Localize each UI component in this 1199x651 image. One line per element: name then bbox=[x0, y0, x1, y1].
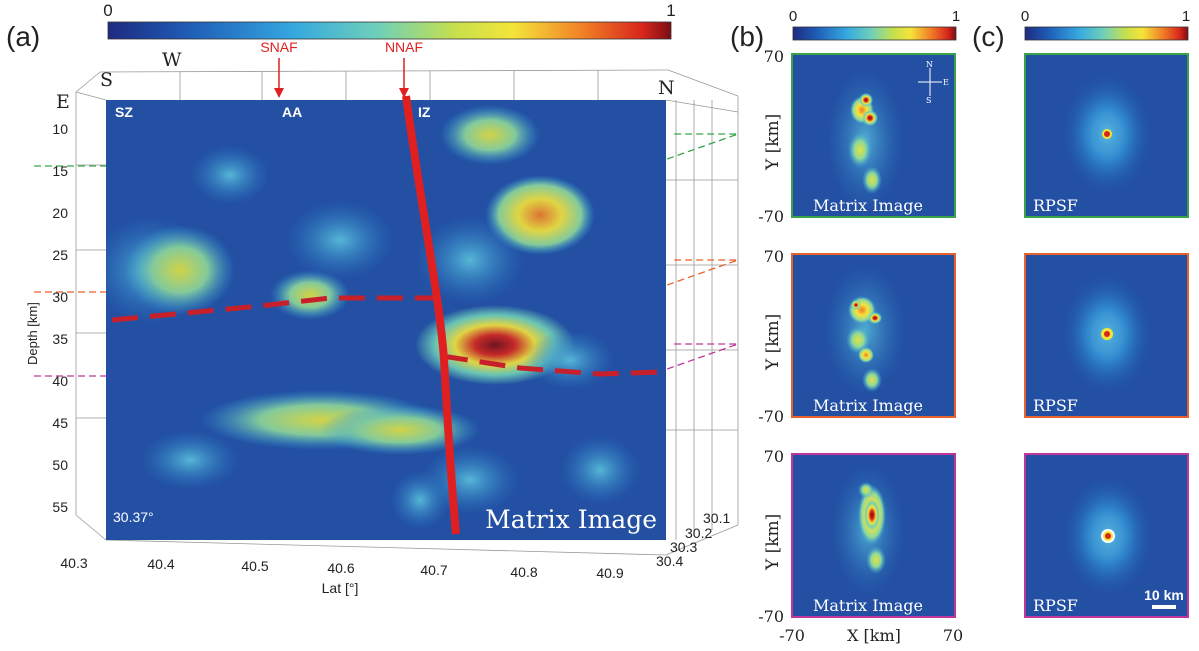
panel-b-image-3: Matrix Image bbox=[791, 453, 956, 618]
fault-marker-nnaf: NNAF bbox=[385, 39, 423, 98]
slice-plane-green-right bbox=[635, 133, 739, 171]
panel-a-matrix-image bbox=[106, 100, 666, 540]
scalebar bbox=[1152, 605, 1176, 609]
y-tick: 35 bbox=[52, 331, 68, 347]
panel-b: N E S Matrix Image Matrix Image bbox=[758, 47, 963, 645]
x-tick: 40.9 bbox=[596, 565, 623, 581]
zone-label-iz: IZ bbox=[418, 104, 431, 120]
z-tick: 30.4 bbox=[656, 553, 683, 569]
colorbar-a: 0 1 bbox=[103, 1, 676, 40]
panel-b-caption: Matrix Image bbox=[813, 596, 923, 615]
scalebar-label: 10 km bbox=[1144, 587, 1184, 603]
z-tick: 30.2 bbox=[685, 525, 712, 541]
panel-b-image-2: Matrix Image bbox=[791, 253, 956, 418]
x-tick: 40.4 bbox=[147, 556, 174, 572]
colorbar-a-min: 0 bbox=[103, 1, 112, 20]
compass-rose-icon: N E S bbox=[918, 60, 949, 105]
fault-label-snaf: SNAF bbox=[260, 39, 297, 55]
y-tick: 15 bbox=[52, 163, 68, 179]
fault-markers: SNAF NNAF bbox=[260, 39, 423, 98]
panel-b-caption: Matrix Image bbox=[813, 396, 923, 415]
panel-a-3d-box bbox=[75, 69, 739, 556]
panel-label-c: (c) bbox=[972, 21, 1005, 52]
panel-b-ylabel: Y [km] bbox=[763, 314, 783, 371]
x-tick: 40.8 bbox=[510, 564, 537, 580]
panel-c-caption: RPSF bbox=[1033, 196, 1078, 215]
slice-plane-orange-right bbox=[635, 259, 739, 297]
compass-n: N bbox=[658, 77, 675, 99]
panel-label-a: (a) bbox=[6, 21, 40, 52]
panel-b-ylabel: Y [km] bbox=[763, 514, 783, 571]
panel-a-caption: Matrix Image bbox=[485, 505, 657, 534]
y-tick: 40 bbox=[52, 373, 68, 389]
y-tick: 10 bbox=[52, 121, 68, 137]
compass-rose-e: E bbox=[943, 78, 949, 87]
colorbar-c: 0 1 bbox=[1021, 8, 1190, 41]
panel-b-ytick-top: 70 bbox=[764, 47, 784, 66]
compass-w: W bbox=[162, 49, 182, 71]
colorbar-c-min: 0 bbox=[1021, 8, 1029, 25]
panel-label-b: (b) bbox=[730, 21, 764, 52]
compass-e: E bbox=[56, 91, 70, 113]
y-tick: 30 bbox=[52, 289, 68, 305]
slice-plane-magenta-right bbox=[635, 343, 739, 381]
y-axis-label: Depth [km] bbox=[25, 302, 40, 365]
y-tick: 25 bbox=[52, 247, 68, 263]
x-tick: 40.3 bbox=[60, 555, 87, 571]
z-axis-ticks: 30.1 30.2 30.3 30.4 bbox=[656, 510, 730, 569]
x-tick: 40.6 bbox=[327, 560, 354, 576]
compass-rose-n: N bbox=[926, 60, 933, 69]
panel-b-ytick-bottom: -70 bbox=[758, 607, 784, 626]
fault-marker-snaf: SNAF bbox=[260, 39, 298, 98]
slice-planes bbox=[34, 133, 739, 381]
panel-b-ytick-bottom: -70 bbox=[758, 407, 784, 426]
panel-b-xtick-left: -70 bbox=[779, 626, 805, 645]
y-tick: 20 bbox=[52, 205, 68, 221]
panel-b-ytick-top: 70 bbox=[764, 447, 784, 466]
y-tick: 45 bbox=[52, 415, 68, 431]
y-tick: 50 bbox=[52, 457, 68, 473]
panel-b-ytick-top: 70 bbox=[764, 247, 784, 266]
panel-c-caption: RPSF bbox=[1033, 596, 1078, 615]
panel-b-xlabel: X [km] bbox=[847, 626, 901, 645]
x-tick: 40.5 bbox=[241, 558, 268, 574]
colorbar-c-max: 1 bbox=[1182, 8, 1190, 25]
colorbar-b-min: 0 bbox=[789, 8, 797, 25]
fault-line-nnaf bbox=[402, 95, 460, 535]
colorbar-b-max: 1 bbox=[952, 8, 960, 25]
z-tick: 30.1 bbox=[703, 510, 730, 526]
x-axis-label: Lat [°] bbox=[322, 580, 359, 596]
colorbar-b: 0 1 bbox=[789, 8, 960, 41]
panel-c-image-3: RPSF 10 km bbox=[1024, 453, 1189, 618]
compass-rose-s: S bbox=[926, 96, 931, 105]
panel-c-image-1: RPSF bbox=[1024, 53, 1189, 218]
zone-label-aa: AA bbox=[282, 104, 302, 120]
y-axis-ticks: 10 15 20 25 30 35 40 45 50 55 bbox=[52, 121, 68, 515]
angle-label: 30.37° bbox=[113, 509, 154, 525]
panel-c-image-2: RPSF bbox=[1024, 253, 1189, 418]
x-axis-ticks: 40.3 40.4 40.5 40.6 40.7 40.8 40.9 bbox=[60, 555, 623, 581]
moho-line bbox=[111, 295, 661, 377]
panel-b-image-1: N E S Matrix Image bbox=[791, 53, 956, 218]
y-tick: 55 bbox=[52, 499, 68, 515]
zone-label-sz: SZ bbox=[115, 104, 133, 120]
panel-c: RPSF RPSF RPSF 10 km bbox=[1024, 53, 1189, 618]
panel-b-xtick-right: 70 bbox=[943, 626, 963, 645]
z-tick: 30.3 bbox=[670, 539, 697, 555]
x-tick: 40.7 bbox=[420, 562, 447, 578]
panel-b-caption: Matrix Image bbox=[813, 196, 923, 215]
panel-c-caption: RPSF bbox=[1033, 396, 1078, 415]
compass-s: S bbox=[100, 69, 113, 91]
colorbar-a-max: 1 bbox=[666, 1, 675, 20]
panel-b-ytick-bottom: -70 bbox=[758, 207, 784, 226]
fault-label-nnaf: NNAF bbox=[385, 39, 423, 55]
panel-b-ylabel: Y [km] bbox=[763, 114, 783, 171]
